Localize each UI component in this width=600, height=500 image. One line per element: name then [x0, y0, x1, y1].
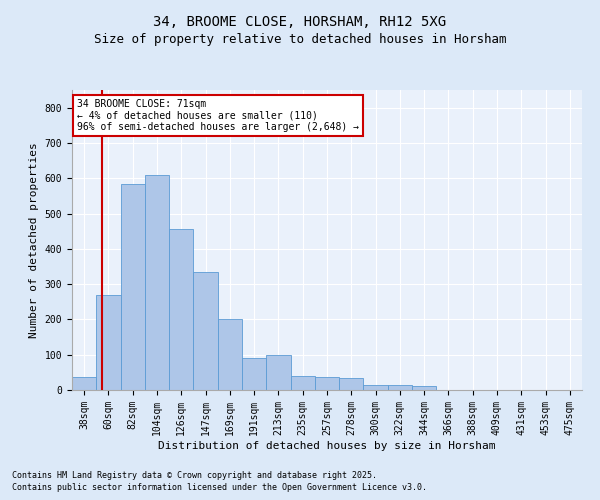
Text: Contains public sector information licensed under the Open Government Licence v3: Contains public sector information licen… [12, 483, 427, 492]
Bar [169, 228, 193, 390]
Bar [388, 386, 412, 390]
Bar [339, 378, 364, 390]
Bar [72, 376, 96, 390]
Bar [218, 320, 242, 390]
Bar [266, 354, 290, 390]
Bar [145, 174, 169, 390]
Text: 34 BROOME CLOSE: 71sqm
← 4% of detached houses are smaller (110)
96% of semi-det: 34 BROOME CLOSE: 71sqm ← 4% of detached … [77, 99, 359, 132]
Bar [412, 386, 436, 390]
Bar [96, 296, 121, 390]
Bar [193, 272, 218, 390]
Text: 34, BROOME CLOSE, HORSHAM, RH12 5XG: 34, BROOME CLOSE, HORSHAM, RH12 5XG [154, 15, 446, 29]
Y-axis label: Number of detached properties: Number of detached properties [29, 142, 39, 338]
Bar [290, 376, 315, 390]
Bar [315, 376, 339, 390]
X-axis label: Distribution of detached houses by size in Horsham: Distribution of detached houses by size … [158, 440, 496, 450]
Bar [121, 184, 145, 390]
Bar [364, 386, 388, 390]
Text: Size of property relative to detached houses in Horsham: Size of property relative to detached ho… [94, 32, 506, 46]
Bar [242, 358, 266, 390]
Text: Contains HM Land Registry data © Crown copyright and database right 2025.: Contains HM Land Registry data © Crown c… [12, 470, 377, 480]
